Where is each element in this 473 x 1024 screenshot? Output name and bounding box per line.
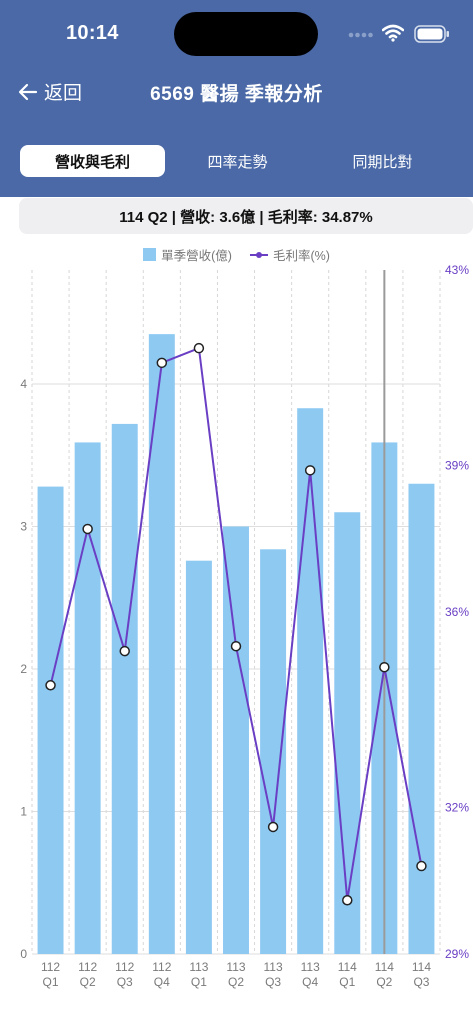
x-tick-label-year: 113: [301, 960, 320, 974]
margin-point: [304, 465, 316, 476]
x-tick-label-quarter: Q3: [117, 975, 133, 989]
tab-revenue-margin[interactable]: 營收與毛利: [20, 145, 165, 177]
dynamic-island: [174, 12, 318, 56]
right-axis-tick-label: 39%: [445, 458, 469, 472]
revenue-bar: [260, 549, 287, 954]
tab-yoy-compare[interactable]: 同期比對: [352, 153, 413, 171]
x-tick-label-quarter: Q3: [413, 975, 429, 989]
x-tick-label-quarter: Q2: [376, 975, 392, 989]
legend-bar-swatch: [143, 248, 157, 261]
margin-point: [45, 680, 56, 691]
x-tick-label-quarter: Q1: [191, 975, 207, 989]
back-button[interactable]: 返回: [18, 78, 82, 105]
x-tick-label-quarter: Q3: [265, 975, 281, 989]
tab-four-ratios[interactable]: 四率走勢: [207, 153, 268, 171]
x-tick-label-quarter: Q4: [302, 975, 318, 989]
x-tick-label-year: 112: [41, 960, 60, 974]
summary-banner: 114 Q2 | 營收: 3.6億 | 毛利率: 34.87%: [19, 198, 473, 234]
legend-label-revenue: 單季營收(億): [161, 249, 232, 263]
right-axis-tick-label: 29%: [445, 947, 469, 961]
left-axis-tick-label: 0: [20, 947, 27, 961]
right-axis-tick-label: 43%: [445, 263, 469, 277]
x-tick-label-quarter: Q1: [339, 975, 355, 989]
margin-point: [416, 860, 427, 872]
revenue-bar: [408, 483, 435, 954]
margin-point: [193, 342, 205, 354]
x-tick-label-year: 112: [78, 960, 97, 974]
margin-point: [82, 523, 93, 535]
margin-point: [119, 645, 130, 657]
margin-point: [379, 661, 390, 673]
wifi-icon: [382, 24, 404, 42]
margin-point: [156, 357, 168, 369]
legend-label-margin: 毛利率(%): [272, 249, 330, 263]
chart-legend: 單季營收(億) 毛利率(%): [0, 245, 473, 264]
x-tick-label-year: 113: [226, 960, 245, 974]
revenue-bar: [37, 486, 64, 954]
margin-point: [267, 821, 279, 833]
right-axis-tick-label: 32%: [445, 800, 469, 814]
right-axis-tick-label: 36%: [445, 605, 469, 619]
status-time: 10:14: [66, 22, 119, 44]
x-tick-label-year: 112: [152, 960, 171, 974]
revenue-bar: [111, 423, 138, 954]
arrow-left-icon: [18, 83, 38, 100]
left-axis-tick-label: 1: [20, 805, 27, 819]
battery-icon: [414, 25, 449, 43]
revenue-bar: [185, 560, 212, 954]
back-label: 返回: [44, 83, 83, 104]
x-tick-label-year: 113: [264, 960, 283, 974]
legend-item-revenue[interactable]: 單季營收(億): [143, 245, 232, 264]
left-axis-tick-label: 3: [20, 520, 27, 534]
x-tick-label-quarter: Q2: [80, 975, 96, 989]
x-tick-label-year: 113: [189, 960, 208, 974]
revenue-bar: [297, 408, 324, 955]
revenue-bar: [74, 442, 101, 954]
margin-point: [230, 640, 242, 652]
legend-item-margin[interactable]: 毛利率(%): [249, 245, 330, 264]
cellular-signal-icon: [348, 32, 373, 38]
tab-bar: 營收與毛利 四率走勢 同期比對: [18, 143, 455, 179]
revenue-bar: [223, 526, 249, 954]
x-tick-label-quarter: Q1: [43, 975, 59, 989]
left-axis-tick-label: 4: [20, 377, 27, 391]
revenue-bar: [334, 512, 361, 954]
x-tick-label-year: 114: [375, 960, 394, 974]
x-tick-label-quarter: Q2: [228, 975, 244, 989]
x-tick-label-year: 114: [338, 960, 357, 974]
x-tick-label-year: 112: [115, 960, 134, 974]
x-tick-label-quarter: Q4: [154, 975, 170, 989]
page-title: 6569 醫揚 季報分析: [150, 84, 323, 105]
left-axis-tick-label: 2: [20, 662, 27, 676]
x-tick-label-year: 114: [412, 960, 431, 974]
legend-line-swatch: [249, 251, 268, 258]
margin-point: [342, 895, 353, 906]
